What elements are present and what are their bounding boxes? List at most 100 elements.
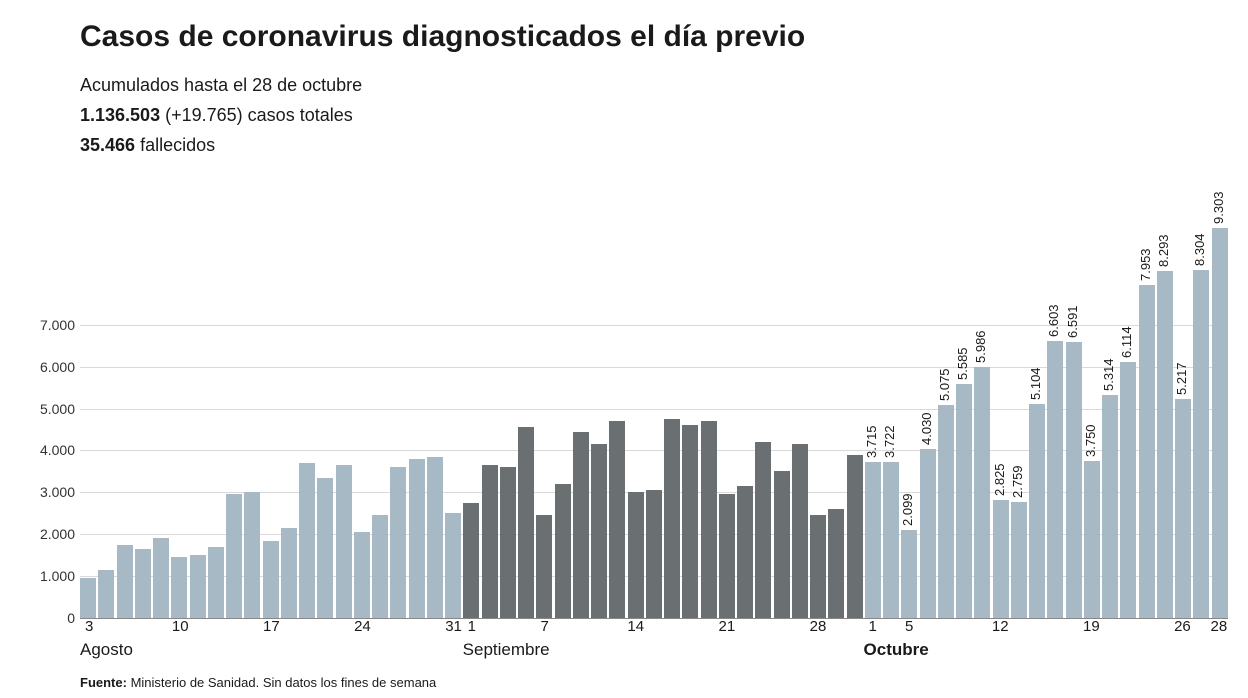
subtitle-line2: 1.136.503 (+19.765) casos totales xyxy=(80,102,1218,128)
bar: 5.986 xyxy=(974,367,990,618)
bar-value-label: 3.750 xyxy=(1083,424,1098,457)
chart-area: 01.0002.0003.0004.0005.0006.0007.000 3.7… xyxy=(80,220,1228,618)
subtitle-line1: Acumulados hasta el 28 de octubre xyxy=(80,72,1218,98)
bar-slot xyxy=(555,220,571,618)
bar-slot: 3.750 xyxy=(1084,220,1100,618)
bar-value-label: 2.099 xyxy=(900,494,915,527)
bar-value-label: 6.114 xyxy=(1119,326,1134,358)
bar xyxy=(226,494,242,618)
x-tick: 28 xyxy=(810,618,827,635)
x-tick: 19 xyxy=(1083,618,1100,635)
bar-slot xyxy=(536,220,552,618)
bar-slot xyxy=(810,220,826,618)
bar xyxy=(463,503,479,618)
bar-slot xyxy=(354,220,370,618)
bar xyxy=(737,486,753,618)
bar xyxy=(372,515,388,618)
bar-value-label: 5.075 xyxy=(937,369,952,402)
bar-slot: 3.715 xyxy=(865,220,881,618)
x-tick: 14 xyxy=(627,618,644,635)
bar-slot xyxy=(80,220,96,618)
bar: 6.114 xyxy=(1120,362,1136,618)
chart-container: Casos de coronavirus diagnosticados el d… xyxy=(0,0,1248,698)
bar: 7.953 xyxy=(1139,285,1155,618)
bar-value-label: 2.759 xyxy=(1010,466,1025,499)
bar-value-label: 8.293 xyxy=(1156,234,1171,267)
bar xyxy=(628,492,644,618)
bar-slot xyxy=(646,220,662,618)
bar-slot xyxy=(755,220,771,618)
bar-slot xyxy=(719,220,735,618)
bar xyxy=(774,471,790,618)
bar-slot xyxy=(518,220,534,618)
bar-slot xyxy=(609,220,625,618)
cases-suffix: casos totales xyxy=(248,105,353,125)
x-tick: 3 xyxy=(85,618,93,635)
x-tick: 21 xyxy=(719,618,736,635)
bar: 5.217 xyxy=(1175,399,1191,618)
x-tick: 1 xyxy=(868,618,876,635)
bar-slot: 3.722 xyxy=(883,220,899,618)
y-tick: 2.000 xyxy=(20,526,75,542)
x-month-label: Octubre xyxy=(864,640,929,660)
bar-value-label: 3.722 xyxy=(882,426,897,459)
bar-slot: 9.303 xyxy=(1212,220,1228,618)
bar-slot xyxy=(445,220,461,618)
bar-slot xyxy=(628,220,644,618)
bar-slot xyxy=(281,220,297,618)
bar xyxy=(263,541,279,619)
bar-slot: 2.825 xyxy=(993,220,1009,618)
y-tick: 6.000 xyxy=(20,359,75,375)
bar xyxy=(98,570,114,618)
bar xyxy=(536,515,552,618)
bar-value-label: 5.585 xyxy=(955,347,970,380)
x-tick: 17 xyxy=(263,618,280,635)
bar-slot xyxy=(208,220,224,618)
bar xyxy=(208,547,224,618)
bar-value-label: 9.303 xyxy=(1211,192,1226,225)
bar-slot: 7.953 xyxy=(1139,220,1155,618)
bar xyxy=(664,419,680,618)
bar-value-label: 5.986 xyxy=(973,331,988,364)
bar-slot xyxy=(117,220,133,618)
x-tick: 26 xyxy=(1174,618,1191,635)
bar: 5.585 xyxy=(956,384,972,618)
bar-slot: 8.304 xyxy=(1193,220,1209,618)
bar xyxy=(336,465,352,618)
bar xyxy=(135,549,151,618)
bar-slot xyxy=(701,220,717,618)
bar-slot xyxy=(682,220,698,618)
bar: 2.825 xyxy=(993,500,1009,618)
bar-slot xyxy=(98,220,114,618)
bar-slot xyxy=(226,220,242,618)
bar xyxy=(171,557,187,618)
bar: 6.603 xyxy=(1047,341,1063,618)
y-axis: 01.0002.0003.0004.0005.0006.0007.000 xyxy=(20,220,75,618)
bar-value-label: 3.715 xyxy=(864,426,879,459)
bar: 2.759 xyxy=(1011,502,1027,618)
bar-slot xyxy=(190,220,206,618)
x-tick: 7 xyxy=(540,618,548,635)
bar-slot xyxy=(774,220,790,618)
x-tick: 5 xyxy=(905,618,913,635)
bar xyxy=(573,432,589,618)
bar xyxy=(847,455,863,618)
bar-slot: 5.075 xyxy=(938,220,954,618)
bar-value-label: 2.825 xyxy=(992,463,1007,496)
bar-slot xyxy=(737,220,753,618)
bar-value-label: 6.591 xyxy=(1065,305,1080,338)
bar xyxy=(190,555,206,618)
bar: 8.304 xyxy=(1193,270,1209,618)
bar-slot xyxy=(409,220,425,618)
bar-slot xyxy=(463,220,479,618)
bar: 4.030 xyxy=(920,449,936,618)
bar-slot xyxy=(573,220,589,618)
y-tick: 4.000 xyxy=(20,442,75,458)
chart-title: Casos de coronavirus diagnosticados el d… xyxy=(80,20,1218,54)
bar-slot xyxy=(500,220,516,618)
x-tick: 12 xyxy=(992,618,1009,635)
bar-slot xyxy=(263,220,279,618)
bar-slot xyxy=(847,220,863,618)
plot-area: 3.7153.7222.0994.0305.0755.5855.9862.825… xyxy=(80,220,1228,618)
bar-value-label: 8.304 xyxy=(1192,234,1207,267)
